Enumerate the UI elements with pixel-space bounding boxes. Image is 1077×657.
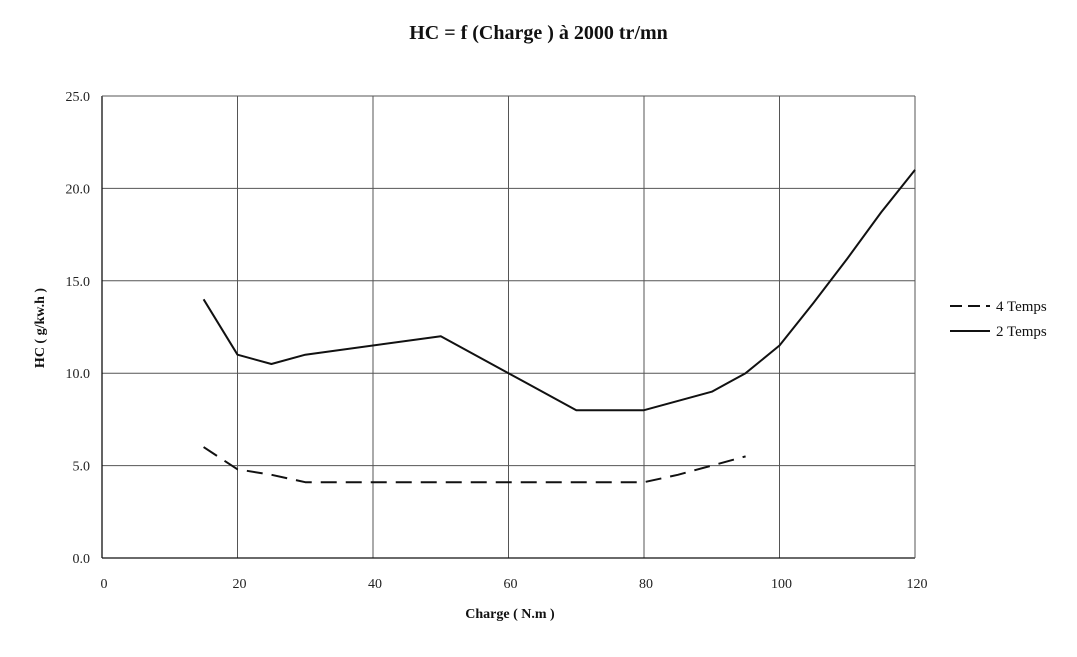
x-tick-label: 100: [771, 577, 792, 592]
axis-layer: 0 20 40 60 80 100 120 0.0 5.0 10.0 15.0 20.0 25.0: [66, 90, 928, 592]
x-tick-label: 0: [101, 577, 108, 592]
x-axis-title: Charge ( N.m ): [465, 607, 555, 622]
series-layer: [202, 169, 916, 484]
series-line-1: [203, 446, 746, 484]
y-tick-label: 25.0: [66, 90, 91, 105]
y-tick-label: 15.0: [66, 275, 91, 290]
x-tick-label: 40: [368, 577, 382, 592]
chart-title: HC = f (Charge ) à 2000 tr/mn: [409, 22, 668, 44]
x-tick-label: 80: [639, 577, 653, 592]
legend: 4 Temps 2 Temps: [950, 299, 1047, 340]
x-tick-label: 20: [233, 577, 247, 592]
y-tick-label: 20.0: [66, 182, 91, 197]
x-tick-label: 120: [907, 577, 928, 592]
y-axis-title: HC ( g/kw.h ): [33, 288, 48, 368]
x-tick-label: 60: [504, 577, 518, 592]
series-line-2: [202, 169, 916, 412]
y-tick-label: 0.0: [73, 552, 91, 567]
legend-label: 4 Temps: [996, 299, 1047, 315]
y-tick-label: 5.0: [73, 460, 91, 475]
y-tick-label: 10.0: [66, 367, 91, 382]
legend-label: 2 Temps: [996, 324, 1047, 340]
